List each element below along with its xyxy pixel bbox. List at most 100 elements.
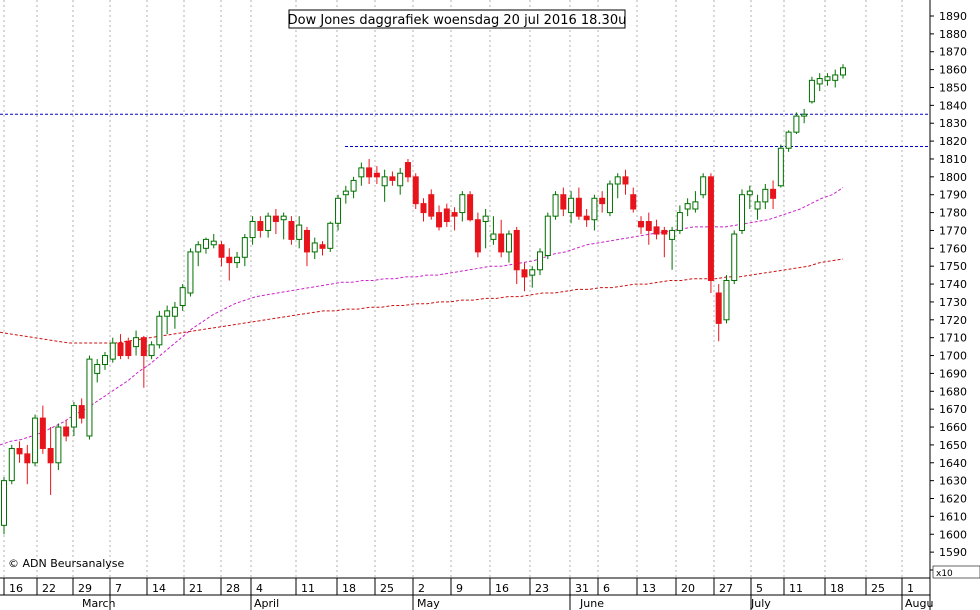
- chart-title: Dow Jones daggrafiek woensdag 20 jul 201…: [288, 13, 627, 28]
- candle-up: [109, 342, 116, 360]
- candle-up: [156, 315, 163, 346]
- candle-up: [179, 287, 186, 307]
- y-axis-ticks: 1590 1600 1610 1620 1630 1640 1650 1660 1670 1680…: [930, 10, 967, 571]
- candle-down: [630, 194, 637, 210]
- candle-down: [319, 244, 326, 249]
- candle-down: [366, 167, 373, 178]
- candle-up: [280, 215, 287, 221]
- candle-up: [70, 405, 77, 428]
- candle-down: [47, 447, 54, 464]
- x-tick-label: 21: [189, 582, 203, 595]
- candle-down: [622, 176, 629, 185]
- candle-down: [707, 176, 714, 281]
- candle-down: [140, 337, 147, 357]
- candle-down: [715, 292, 722, 324]
- candle-up: [816, 78, 823, 85]
- y-tick-label: 1810: [939, 153, 967, 166]
- y-tick-label: 1800: [939, 171, 967, 184]
- candles: [1, 64, 846, 535]
- x-tick-label: 31: [575, 582, 589, 595]
- candle-down: [599, 197, 606, 205]
- month-label: March: [82, 597, 116, 610]
- y-tick-label: 1610: [939, 510, 967, 523]
- x-tick-label: 28: [226, 582, 240, 595]
- x-tick-label: 27: [719, 582, 733, 595]
- month-label: May: [417, 597, 440, 610]
- candle-down: [513, 229, 520, 271]
- candle-up: [86, 358, 93, 437]
- x-tick-label: 18: [830, 582, 844, 595]
- y-tick-label: 1790: [939, 189, 967, 202]
- candle-up: [840, 67, 846, 76]
- x-tick-label: 23: [535, 582, 549, 595]
- chart-title-box: Dow Jones daggrafiek woensdag 20 jul 201…: [288, 9, 627, 29]
- candle-up: [808, 79, 815, 103]
- candle-up: [777, 147, 784, 187]
- candle-down: [443, 208, 450, 223]
- candle-up: [241, 237, 248, 258]
- candle-up: [335, 197, 342, 224]
- candle-down: [117, 342, 124, 357]
- candle-up: [552, 194, 559, 217]
- candle-down: [521, 269, 528, 278]
- candle-up: [746, 190, 753, 196]
- y-tick-label: 1840: [939, 99, 967, 112]
- x-tick-label: 6: [603, 582, 610, 595]
- candle-up: [210, 240, 217, 246]
- y-tick-label: 1890: [939, 10, 967, 23]
- candle-down: [303, 229, 310, 253]
- candle-up: [762, 188, 769, 203]
- candle-up: [832, 74, 839, 81]
- candle-up: [381, 176, 388, 187]
- candle-up: [55, 426, 62, 464]
- candle-up: [606, 183, 613, 214]
- x-tick-label: 16: [9, 582, 23, 595]
- candle-down: [218, 244, 225, 258]
- candle-up: [731, 233, 738, 281]
- y-tick-label: 1710: [939, 332, 967, 345]
- candle-up: [700, 176, 707, 196]
- candle-down: [638, 221, 645, 228]
- x-tick-label: 5: [756, 582, 763, 595]
- candle-up: [311, 242, 318, 253]
- x-tick-label: 1: [907, 582, 914, 595]
- candle-down: [226, 256, 233, 264]
- y-tick-label: 1670: [939, 403, 967, 416]
- candle-up: [101, 355, 108, 365]
- y-tick-label: 1720: [939, 314, 967, 327]
- candle-down: [770, 188, 777, 199]
- candle-down: [575, 197, 582, 217]
- candle-up: [133, 337, 140, 348]
- moving-averages: [0, 187, 844, 446]
- candle-down: [24, 453, 31, 464]
- candle-up: [785, 131, 792, 149]
- candle-up: [537, 251, 544, 271]
- x-tick-label: 11: [789, 582, 803, 595]
- candle-down: [39, 417, 46, 449]
- month-label: July: [750, 597, 771, 610]
- candle-up: [342, 190, 349, 196]
- candle-up: [1, 480, 7, 526]
- candle-up: [544, 215, 551, 256]
- candle-down: [498, 233, 505, 253]
- candle-up: [350, 179, 357, 192]
- candle-up: [568, 197, 575, 214]
- candle-up: [234, 256, 241, 264]
- candle-up: [824, 76, 831, 81]
- candle-down: [257, 221, 264, 231]
- candle-down: [288, 221, 295, 240]
- horizontal-levels: [0, 113, 930, 147]
- candle-up: [187, 251, 194, 294]
- y-tick-label: 1820: [939, 135, 967, 148]
- candle-down: [467, 194, 474, 221]
- candle-up: [171, 306, 178, 317]
- candle-up: [94, 363, 101, 374]
- candle-up: [195, 244, 202, 253]
- candle-up: [669, 229, 676, 240]
- copyright-credit: © ADN Beursanalyse: [8, 557, 125, 570]
- month-label: April: [254, 597, 279, 610]
- candle-up: [148, 344, 155, 357]
- candle-down: [373, 172, 380, 178]
- moving-average-short: [0, 187, 844, 446]
